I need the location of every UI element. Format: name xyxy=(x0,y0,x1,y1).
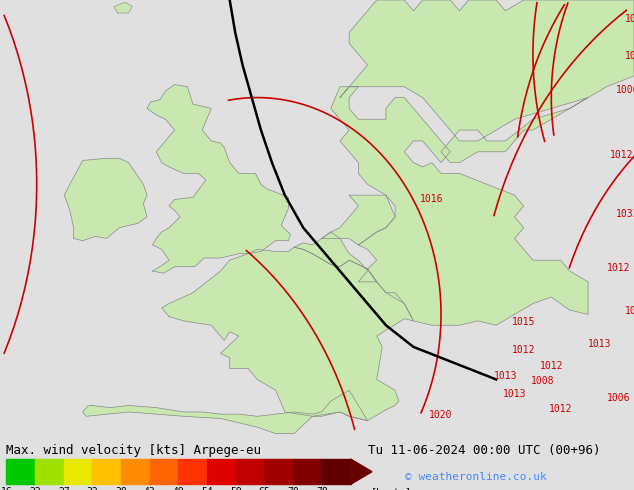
Text: 1013: 1013 xyxy=(503,389,526,399)
Text: 1004: 1004 xyxy=(625,14,634,24)
Text: 65: 65 xyxy=(259,487,270,490)
Polygon shape xyxy=(82,390,368,434)
Text: 1013: 1013 xyxy=(588,339,612,349)
Text: 1047: 1047 xyxy=(625,50,634,61)
Bar xyxy=(264,459,293,484)
Text: 43: 43 xyxy=(144,487,155,490)
Bar xyxy=(6,459,35,484)
Polygon shape xyxy=(351,459,372,484)
Bar xyxy=(207,459,236,484)
Text: 27: 27 xyxy=(58,487,70,490)
Polygon shape xyxy=(114,2,133,13)
Text: [knots]: [knots] xyxy=(371,487,411,490)
Polygon shape xyxy=(147,85,290,273)
Text: 1012: 1012 xyxy=(549,404,573,414)
Text: 1012: 1012 xyxy=(540,361,563,370)
Text: 1015: 1015 xyxy=(512,317,536,327)
Text: 70: 70 xyxy=(287,487,299,490)
Text: 49: 49 xyxy=(172,487,184,490)
Text: 1012: 1012 xyxy=(512,345,536,355)
Bar xyxy=(63,459,93,484)
Bar xyxy=(121,459,150,484)
Text: Max. wind velocity [kts] Arpege-eu: Max. wind velocity [kts] Arpege-eu xyxy=(6,444,261,457)
Text: Tu 11-06-2024 00:00 UTC (00+96): Tu 11-06-2024 00:00 UTC (00+96) xyxy=(368,444,600,457)
Text: 1012: 1012 xyxy=(625,306,634,317)
Bar xyxy=(178,459,207,484)
Polygon shape xyxy=(331,87,588,325)
Text: 1020: 1020 xyxy=(429,411,453,420)
Polygon shape xyxy=(321,195,395,245)
Text: 1000: 1000 xyxy=(616,85,634,95)
Bar xyxy=(150,459,178,484)
Text: 59: 59 xyxy=(230,487,242,490)
Polygon shape xyxy=(294,232,377,282)
Text: 1012: 1012 xyxy=(607,263,630,273)
Bar xyxy=(236,459,264,484)
Text: 1008: 1008 xyxy=(531,376,554,386)
Bar xyxy=(93,459,121,484)
Bar xyxy=(293,459,322,484)
Text: 1033: 1033 xyxy=(616,209,634,219)
Text: 1016: 1016 xyxy=(420,194,444,204)
Polygon shape xyxy=(340,0,634,163)
Text: 1006: 1006 xyxy=(607,393,630,403)
Polygon shape xyxy=(162,247,413,420)
Bar xyxy=(35,459,63,484)
Text: 32: 32 xyxy=(86,487,98,490)
Text: 54: 54 xyxy=(201,487,213,490)
Text: © weatheronline.co.uk: © weatheronline.co.uk xyxy=(404,471,547,482)
Bar xyxy=(322,459,351,484)
Text: 1013: 1013 xyxy=(494,371,517,381)
Text: 1012: 1012 xyxy=(610,150,633,160)
Text: 38: 38 xyxy=(115,487,127,490)
Text: 78: 78 xyxy=(316,487,328,490)
Text: 22: 22 xyxy=(29,487,41,490)
Text: 16: 16 xyxy=(1,487,12,490)
Polygon shape xyxy=(64,158,147,241)
